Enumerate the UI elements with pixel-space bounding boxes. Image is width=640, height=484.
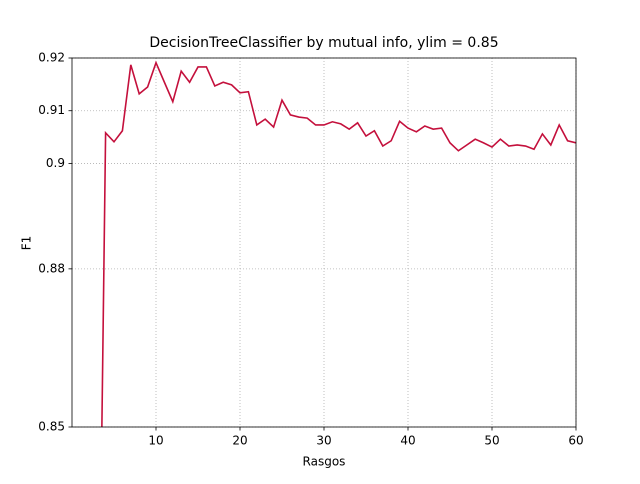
chart-title: DecisionTreeClassifier by mutual info, y… [149, 35, 498, 51]
y-tick-label: 0.9 [46, 156, 65, 170]
x-axis-label: Rasgos [303, 455, 346, 469]
x-tick-label: 60 [568, 434, 583, 448]
x-tick-label: 40 [400, 434, 415, 448]
y-tick-label: 0.88 [38, 261, 65, 275]
x-tick-label: 30 [316, 434, 331, 448]
x-tick-label: 20 [232, 434, 247, 448]
y-tick-label: 0.85 [38, 420, 65, 434]
plot-frame [71, 57, 577, 428]
y-axis-label: F1 [20, 236, 34, 251]
y-tick-label: 0.92 [38, 51, 65, 65]
y-tick-label: 0.91 [38, 103, 65, 117]
x-tick-label: 50 [484, 434, 499, 448]
x-tick-label: 10 [148, 434, 163, 448]
data-line [101, 60, 576, 427]
